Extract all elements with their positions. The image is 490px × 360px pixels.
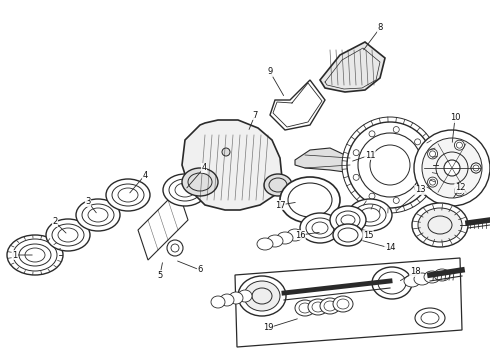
Ellipse shape xyxy=(424,271,440,283)
Ellipse shape xyxy=(320,298,340,314)
Ellipse shape xyxy=(347,122,433,208)
Circle shape xyxy=(167,240,183,256)
Ellipse shape xyxy=(404,275,420,287)
Text: 3: 3 xyxy=(85,198,91,207)
Text: 19: 19 xyxy=(263,324,273,333)
Text: 11: 11 xyxy=(365,150,375,159)
Ellipse shape xyxy=(434,269,450,281)
Text: 9: 9 xyxy=(268,68,272,77)
Ellipse shape xyxy=(229,292,243,304)
Polygon shape xyxy=(235,258,462,347)
Ellipse shape xyxy=(211,296,225,308)
Circle shape xyxy=(444,160,460,176)
Ellipse shape xyxy=(76,199,120,231)
Text: 8: 8 xyxy=(377,23,383,32)
Text: 2: 2 xyxy=(52,217,58,226)
Text: 18: 18 xyxy=(410,267,420,276)
Ellipse shape xyxy=(220,294,234,306)
Text: 14: 14 xyxy=(385,243,395,252)
Text: 4: 4 xyxy=(143,171,147,180)
Circle shape xyxy=(222,148,230,156)
Polygon shape xyxy=(138,190,188,260)
Text: 13: 13 xyxy=(415,185,425,194)
Text: 5: 5 xyxy=(157,270,163,279)
Text: 12: 12 xyxy=(455,184,465,193)
Ellipse shape xyxy=(372,267,412,299)
Ellipse shape xyxy=(287,229,303,241)
Circle shape xyxy=(471,163,481,173)
Ellipse shape xyxy=(342,117,438,213)
Ellipse shape xyxy=(300,213,340,243)
Text: 17: 17 xyxy=(275,201,285,210)
Circle shape xyxy=(454,140,465,150)
Ellipse shape xyxy=(330,206,366,234)
Ellipse shape xyxy=(244,281,280,311)
Ellipse shape xyxy=(277,232,293,244)
Ellipse shape xyxy=(264,174,292,196)
Polygon shape xyxy=(182,120,282,210)
Ellipse shape xyxy=(414,273,430,285)
Ellipse shape xyxy=(182,168,218,196)
Text: 7: 7 xyxy=(252,111,258,120)
Ellipse shape xyxy=(257,238,273,250)
Ellipse shape xyxy=(333,224,363,246)
Ellipse shape xyxy=(418,208,462,242)
Ellipse shape xyxy=(7,235,63,275)
Polygon shape xyxy=(295,148,350,172)
Ellipse shape xyxy=(412,203,468,247)
Ellipse shape xyxy=(308,299,328,315)
Ellipse shape xyxy=(333,296,353,312)
Ellipse shape xyxy=(348,199,392,231)
Circle shape xyxy=(428,149,438,159)
Text: 1: 1 xyxy=(12,251,18,260)
Ellipse shape xyxy=(238,290,252,302)
Circle shape xyxy=(428,177,438,187)
Polygon shape xyxy=(182,175,205,190)
Ellipse shape xyxy=(422,138,482,198)
Text: 10: 10 xyxy=(450,113,460,122)
Ellipse shape xyxy=(415,308,445,328)
Ellipse shape xyxy=(106,179,150,211)
Circle shape xyxy=(471,163,481,173)
Ellipse shape xyxy=(163,174,207,206)
Polygon shape xyxy=(270,80,325,130)
Ellipse shape xyxy=(280,177,340,223)
Text: 6: 6 xyxy=(197,266,203,274)
Ellipse shape xyxy=(46,219,90,251)
Text: 15: 15 xyxy=(363,230,373,239)
Ellipse shape xyxy=(238,276,286,316)
Text: 4: 4 xyxy=(201,163,207,172)
Polygon shape xyxy=(320,42,385,92)
Circle shape xyxy=(454,186,465,196)
Text: 16: 16 xyxy=(294,230,305,239)
Ellipse shape xyxy=(295,300,315,316)
Ellipse shape xyxy=(414,130,490,206)
Ellipse shape xyxy=(267,235,283,247)
